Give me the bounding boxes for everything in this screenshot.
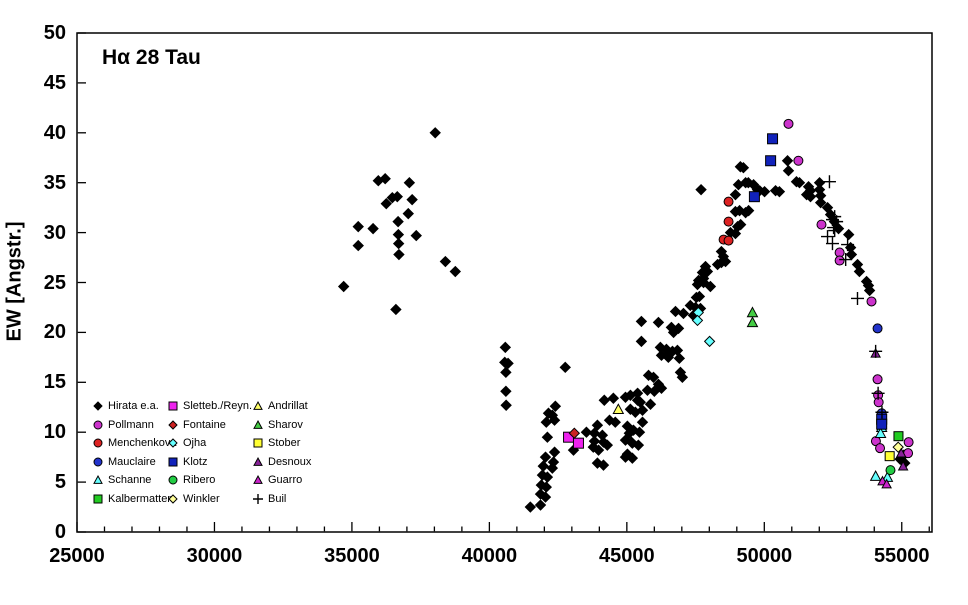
series-andrillat	[612, 403, 625, 414]
legend-label-ribero: Ribero	[183, 474, 216, 487]
schanne-marker-icon	[93, 475, 103, 485]
legend-label-stober: Stober	[268, 437, 301, 450]
legend-label-klotz: Klotz	[183, 455, 208, 468]
legend-label-fontaine: Fontaine	[183, 418, 226, 431]
legend-label-pollmann: Pollmann	[108, 418, 154, 431]
legend-label-ojha: Ojha	[183, 437, 207, 450]
x-tick-label: 45000	[599, 545, 655, 567]
x-tick-label: 30000	[186, 545, 243, 567]
series-guarro	[877, 475, 892, 489]
series-stober	[884, 451, 895, 462]
series-buil	[821, 175, 889, 419]
legend-item-pollmann: Pollmann	[92, 418, 154, 432]
series-sharov	[746, 306, 759, 328]
legend-label-desnoux: Desnoux	[268, 455, 312, 468]
series-fontaine	[568, 427, 581, 439]
kalbermatten-marker-icon	[93, 494, 103, 504]
legend-label-winkler: Winkler	[183, 493, 220, 505]
legend-item-kalbermatten: Kalbermatten	[92, 492, 173, 506]
legend-item-guarro: Guarro	[252, 473, 302, 487]
x-tick-label: 35000	[324, 545, 380, 567]
guarro-marker-icon	[253, 475, 263, 485]
chart-title: Hα 28 Tau	[102, 46, 201, 69]
legend-item-hirata: Hirata e.a.	[92, 399, 159, 413]
y-tick-label: 5	[54, 471, 66, 494]
legend-label-hirata: Hirata e.a.	[108, 400, 159, 412]
y-tick-label: 50	[43, 22, 66, 44]
series-pollmann	[783, 118, 914, 459]
y-tick-label: 45	[43, 71, 66, 94]
y-tick-label: 40	[43, 121, 66, 144]
winkler-marker-icon	[168, 494, 178, 504]
series-hirata	[337, 127, 911, 513]
x-tick-label: 40000	[461, 545, 518, 567]
series-ojha	[691, 306, 716, 348]
legend-label-mauclaire: Mauclaire	[108, 455, 156, 468]
legend-item-buil: Buil	[252, 492, 286, 506]
mauclaire-marker-icon	[93, 457, 103, 467]
buil-marker-icon	[253, 494, 263, 504]
legend-item-ojha: Ojha	[167, 436, 206, 450]
legend-item-andrillat: Andrillat	[252, 399, 308, 413]
legend-item-winkler: Winkler	[167, 492, 220, 506]
x-tick-label: 25000	[49, 545, 105, 567]
legend-item-stober: Stober	[252, 436, 300, 450]
legend-label-menchenkova: Menchenkova	[108, 437, 177, 450]
legend-item-desnoux: Desnoux	[252, 455, 311, 469]
series-menchenkova	[718, 196, 734, 246]
desnoux-marker-icon	[253, 456, 263, 466]
menchenkova-marker-icon	[93, 438, 103, 448]
fontaine-marker-icon	[168, 419, 178, 430]
y-tick-label: 15	[43, 371, 66, 394]
legend-label-schanne: Schanne	[108, 474, 152, 487]
series-kalbermatten	[893, 431, 904, 442]
hirata-marker-icon	[93, 401, 103, 411]
legend-item-sletteb: Sletteb./Reyn.	[167, 399, 252, 413]
legend: Hirata e.a. Pollmann Menchenkova Mauclaire S…	[90, 400, 380, 520]
legend-item-mauclaire: Mauclaire	[92, 455, 156, 469]
x-tick-label: 50000	[736, 545, 793, 567]
legend-label-buil: Buil	[268, 493, 287, 505]
sletteb-marker-icon	[168, 401, 178, 411]
y-tick-label: 20	[43, 321, 66, 344]
series-klotz	[748, 133, 888, 430]
ojha-marker-icon	[168, 438, 178, 448]
andrillat-marker-icon	[253, 400, 263, 410]
legend-label-andrillat: Andrillat	[268, 400, 308, 412]
sharov-marker-icon	[253, 419, 263, 429]
legend-item-ribero: Ribero	[167, 473, 215, 487]
legend-item-fontaine: Fontaine	[167, 418, 226, 432]
legend-item-schanne: Schanne	[92, 473, 151, 487]
y-tick-label: 35	[43, 171, 66, 194]
legend-item-menchenkova: Menchenkova	[92, 436, 177, 450]
y-tick-label: 30	[43, 221, 66, 244]
pollmann-marker-icon	[93, 420, 103, 430]
legend-label-sharov: Sharov	[268, 418, 303, 431]
legend-label-sletteb: Sletteb./Reyn.	[183, 400, 253, 412]
series-ribero	[885, 465, 896, 476]
legend-label-kalbermatten: Kalbermatten	[108, 493, 174, 505]
legend-label-guarro: Guarro	[268, 474, 303, 487]
legend-item-sharov: Sharov	[252, 418, 303, 432]
ribero-marker-icon	[168, 475, 178, 485]
y-tick-label: 25	[43, 271, 66, 294]
stober-marker-icon	[253, 438, 263, 448]
y-tick-label: 10	[43, 421, 66, 444]
klotz-marker-icon	[168, 457, 178, 467]
y-tick-label: 0	[54, 521, 66, 543]
x-tick-label: 55000	[873, 545, 930, 567]
legend-item-klotz: Klotz	[167, 455, 207, 469]
